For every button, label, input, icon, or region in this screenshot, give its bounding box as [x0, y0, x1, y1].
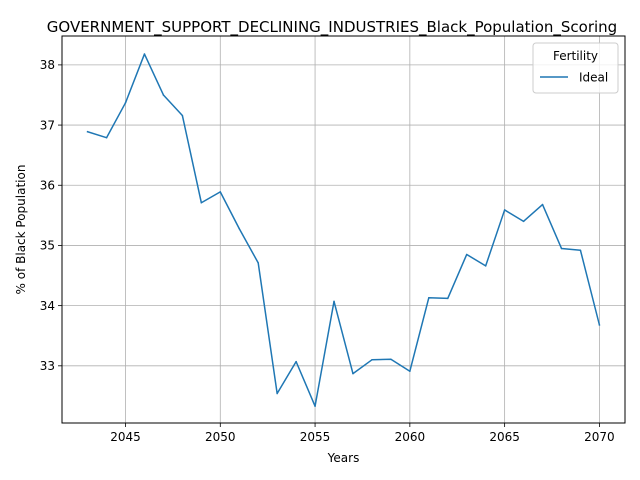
data-point [314, 405, 316, 407]
series-line-ideal [86, 53, 601, 407]
data-point [428, 297, 430, 299]
data-point [409, 370, 411, 372]
data-point [257, 262, 259, 264]
y-tick-label: 37 [40, 118, 55, 132]
data-point [522, 220, 525, 223]
data-point [598, 324, 601, 326]
y-tick-label: 38 [40, 58, 55, 72]
y-tick-label: 36 [40, 179, 55, 193]
data-point [219, 191, 222, 193]
data-point [484, 265, 487, 267]
x-tick-label: 2065 [489, 430, 520, 444]
data-point [124, 102, 127, 104]
series-layer [86, 53, 601, 407]
chart-title: GOVERNMENT_SUPPORT_DECLINING_INDUSTRIES_… [47, 18, 617, 37]
y-tick-label: 35 [40, 239, 55, 253]
data-point [503, 209, 506, 211]
data-point [86, 130, 89, 133]
x-tick-label: 2060 [395, 430, 426, 444]
y-axis-label: % of Black Population [14, 165, 28, 295]
data-point [105, 136, 108, 139]
data-point [200, 201, 203, 204]
x-tick-label: 2045 [110, 430, 141, 444]
x-tick-label: 2050 [205, 430, 236, 444]
data-point [352, 372, 354, 375]
x-tick-label: 2070 [584, 430, 615, 444]
data-point [276, 392, 278, 395]
data-point [238, 227, 240, 230]
grid [62, 36, 625, 423]
data-point [295, 360, 297, 363]
data-point [143, 53, 146, 55]
data-point [390, 358, 392, 360]
data-point [579, 249, 582, 252]
data-point [181, 114, 184, 117]
data-point [162, 94, 165, 96]
x-axis-label: Years [327, 451, 360, 465]
data-point [371, 359, 373, 361]
y-tick-label: 33 [40, 359, 55, 373]
data-point [465, 253, 468, 256]
legend: Fertility Ideal [532, 42, 619, 94]
legend-title: Fertility [553, 49, 598, 63]
plot-area-frame [61, 35, 626, 424]
legend-box [532, 42, 619, 94]
data-point [333, 300, 335, 303]
y-axis-ticks: 33 34 35 36 37 38 [40, 58, 62, 373]
x-axis-ticks: 2045 2050 2055 2060 2065 2070 [110, 423, 615, 444]
data-point [541, 203, 544, 206]
data-point [447, 297, 449, 300]
data-point [560, 247, 563, 250]
y-tick-label: 34 [40, 299, 55, 313]
x-tick-label: 2055 [300, 430, 331, 444]
legend-label-ideal: Ideal [579, 71, 608, 85]
